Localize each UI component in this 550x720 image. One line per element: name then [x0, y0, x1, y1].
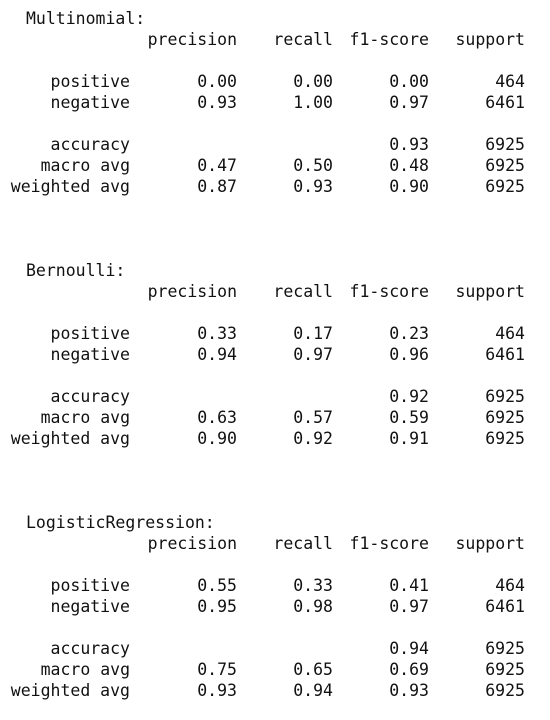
row-recall: 0.00 [293, 72, 333, 91]
row-support: 6461 [485, 93, 525, 112]
row-recall: 0.92 [293, 429, 333, 448]
row-recall: 0.97 [293, 345, 333, 364]
row-label: accuracy [50, 639, 130, 658]
row-precision: 0.93 [197, 93, 237, 112]
row-precision: 0.87 [197, 177, 237, 196]
row-support: 464 [495, 576, 525, 595]
row-recall: 0.93 [293, 177, 333, 196]
row-recall: 0.50 [293, 156, 333, 175]
row-precision: 0.94 [197, 345, 237, 364]
header-recall: recall [273, 30, 333, 49]
row-label: positive [50, 576, 130, 595]
row-label: negative [50, 93, 130, 112]
row-f1-score: 0.93 [389, 681, 429, 700]
row-f1-score: 0.59 [389, 408, 429, 427]
row-f1-score: 0.23 [389, 324, 429, 343]
row-support: 6925 [485, 408, 525, 427]
row-label: accuracy [50, 387, 130, 406]
row-label: negative [50, 345, 130, 364]
row-recall: 0.17 [293, 324, 333, 343]
header-support: support [455, 282, 525, 301]
row-f1-score: 0.48 [389, 156, 429, 175]
row-recall: 0.57 [293, 408, 333, 427]
row-precision: 0.33 [197, 324, 237, 343]
row-f1-score: 0.41 [389, 576, 429, 595]
header-recall: recall [273, 534, 333, 553]
row-label: macro avg [40, 408, 130, 427]
row-recall: 0.33 [293, 576, 333, 595]
row-recall: 1.00 [293, 93, 333, 112]
row-recall: 0.94 [293, 681, 333, 700]
row-label: weighted avg [10, 177, 130, 196]
row-support: 464 [495, 324, 525, 343]
row-precision: 0.00 [197, 72, 237, 91]
row-precision: 0.55 [197, 576, 237, 595]
row-label: negative [50, 597, 130, 616]
row-label: accuracy [50, 135, 130, 154]
header-precision: precision [147, 30, 237, 49]
header-recall: recall [273, 282, 333, 301]
row-recall: 0.98 [293, 597, 333, 616]
row-f1-score: 0.92 [389, 387, 429, 406]
header-support: support [455, 534, 525, 553]
row-support: 6925 [485, 156, 525, 175]
header-support: support [455, 30, 525, 49]
row-support: 6925 [485, 387, 525, 406]
row-recall: 0.65 [293, 660, 333, 679]
header-f1-score: f1-score [349, 30, 429, 49]
row-f1-score: 0.90 [389, 177, 429, 196]
row-label: macro avg [40, 660, 130, 679]
row-precision: 0.75 [197, 660, 237, 679]
row-support: 6925 [485, 135, 525, 154]
row-label: positive [50, 72, 130, 91]
row-precision: 0.47 [197, 156, 237, 175]
row-f1-score: 0.96 [389, 345, 429, 364]
row-f1-score: 0.91 [389, 429, 429, 448]
row-support: 6461 [485, 345, 525, 364]
row-precision: 0.95 [197, 597, 237, 616]
row-support: 6925 [485, 681, 525, 700]
row-precision: 0.90 [197, 429, 237, 448]
row-support: 6925 [485, 177, 525, 196]
row-f1-score: 0.94 [389, 639, 429, 658]
row-label: weighted avg [10, 429, 130, 448]
row-support: 6925 [485, 429, 525, 448]
report-title: Multinomial: [26, 9, 146, 28]
row-precision: 0.63 [197, 408, 237, 427]
header-precision: precision [147, 534, 237, 553]
row-label: weighted avg [10, 681, 130, 700]
report-title: LogisticRegression: [26, 513, 215, 532]
row-f1-score: 0.97 [389, 597, 429, 616]
row-support: 464 [495, 72, 525, 91]
row-precision: 0.93 [197, 681, 237, 700]
row-f1-score: 0.93 [389, 135, 429, 154]
header-f1-score: f1-score [349, 534, 429, 553]
header-precision: precision [147, 282, 237, 301]
row-support: 6925 [485, 639, 525, 658]
row-f1-score: 0.00 [389, 72, 429, 91]
row-label: macro avg [40, 156, 130, 175]
row-support: 6925 [485, 660, 525, 679]
row-f1-score: 0.97 [389, 93, 429, 112]
row-label: positive [50, 324, 130, 343]
header-f1-score: f1-score [349, 282, 429, 301]
report-title: Bernoulli: [26, 261, 126, 280]
row-support: 6461 [485, 597, 525, 616]
row-f1-score: 0.69 [389, 660, 429, 679]
